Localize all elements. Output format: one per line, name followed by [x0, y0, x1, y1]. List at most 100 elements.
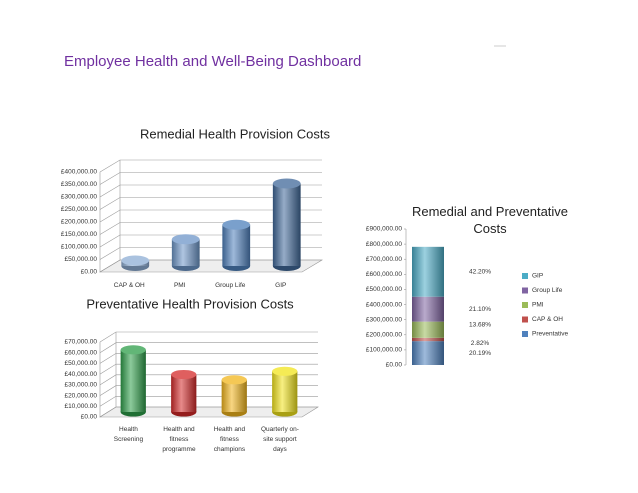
legend-swatch: [522, 302, 528, 308]
y-tick-label: £0.00: [81, 414, 98, 421]
y-tick-label: £400,000.00: [366, 301, 403, 308]
cylinder-bar: [221, 375, 247, 417]
y-tick-label: £50,000.00: [64, 360, 97, 367]
cylinder-bar: [222, 219, 251, 271]
stack-segment: [412, 341, 444, 365]
grid-line: [99, 184, 322, 198]
y-tick-label: £250,000.00: [61, 206, 98, 213]
y-tick-label: £50,000.00: [64, 256, 97, 263]
y-tick-label: £200,000.00: [61, 219, 98, 226]
stack-segment: [412, 337, 444, 342]
x-tick-label: Quarterly on-site support days: [261, 426, 299, 453]
y-tick-label: £200,000.00: [366, 331, 403, 338]
y-tick-label: £600,000.00: [366, 271, 403, 278]
legend-swatch: [522, 287, 528, 294]
cylinder-bar: [120, 345, 146, 417]
cylinder-body: [272, 371, 298, 412]
cylinder-bar: [171, 234, 200, 271]
cylinder-bar: [121, 255, 150, 271]
cylinder-top: [120, 345, 146, 355]
y-tick-label: £60,000.00: [64, 349, 97, 356]
grid-line: [99, 374, 318, 386]
legend-swatch: [522, 331, 528, 337]
chart-title: Remedial Health Provision Costs: [140, 126, 331, 141]
cylinder-bar: [272, 178, 301, 271]
x-tick-label: Health Screening: [114, 426, 144, 443]
y-tick-label: £100,000.00: [366, 347, 403, 354]
grid-line: [99, 353, 318, 364]
grid-line: [99, 395, 318, 407]
cylinder-top: [221, 375, 247, 385]
chart-title: Remedial and Preventative Costs: [412, 204, 568, 236]
y-tick-label: £700,000.00: [366, 256, 403, 263]
y-tick-label: £300,000.00: [61, 194, 98, 201]
legend-label: Group Life: [532, 287, 563, 294]
segment-annotation: 2.82%: [471, 340, 490, 347]
cylinder-body: [120, 349, 146, 412]
x-tick-label: Health and fitness champions: [214, 426, 246, 453]
y-tick-label: £900,000.00: [366, 226, 403, 233]
grid-line: [99, 159, 322, 173]
grid-line: [99, 234, 322, 248]
cylinder-top: [171, 234, 200, 245]
legend-label: CAP & OH: [532, 316, 563, 323]
segment-annotation: 13.68%: [469, 321, 491, 328]
grid-line: [99, 247, 322, 260]
y-tick-label: £30,000.00: [64, 382, 97, 389]
y-tick-label: £20,000.00: [64, 392, 97, 399]
y-tick-label: £400,000.00: [61, 169, 98, 176]
y-tick-label: £100,000.00: [61, 244, 98, 251]
cylinder-bar: [171, 369, 197, 417]
cylinder-body: [171, 374, 197, 412]
y-tick-label: £350,000.00: [61, 181, 98, 188]
stack-segment: [412, 321, 444, 338]
y-tick-label: £10,000.00: [64, 403, 97, 410]
y-tick-label: £500,000.00: [366, 286, 403, 293]
x-tick-label: PMI: [174, 282, 186, 289]
x-tick-label: GIP: [275, 282, 286, 289]
grid-line: [99, 342, 318, 353]
legend-label: GIP: [532, 273, 543, 280]
y-tick-label: £0.00: [81, 269, 98, 276]
legend-swatch: [522, 316, 528, 323]
y-tick-label: £40,000.00: [64, 371, 97, 378]
segment-annotation: 42.20%: [469, 268, 491, 275]
cylinder-top: [272, 178, 301, 189]
cylinder-body: [272, 183, 301, 266]
cylinder-body: [221, 379, 247, 412]
cylinder-top: [171, 369, 197, 380]
page-title: Employee Health and Well-Being Dashboard: [64, 53, 361, 70]
legend-label: Preventative: [532, 331, 569, 338]
segment-annotation: 20.19%: [469, 350, 491, 357]
cylinder-top: [222, 219, 251, 230]
grid-line: [99, 222, 322, 235]
legend-label: PMI: [532, 302, 544, 309]
y-tick-label: £150,000.00: [61, 231, 98, 238]
grid-line: [99, 385, 318, 396]
grid-line: [99, 406, 318, 418]
segment-annotation: 21.10%: [469, 306, 491, 313]
grid-line: [99, 197, 322, 210]
grid-line: [99, 172, 322, 185]
y-tick-label: £300,000.00: [366, 316, 403, 323]
legend-swatch: [522, 273, 528, 279]
grid-line: [99, 331, 318, 343]
y-tick-label: £70,000.00: [64, 339, 97, 346]
grid-line: [99, 363, 318, 375]
y-tick-label: £800,000.00: [366, 241, 403, 248]
grid-line: [99, 259, 322, 273]
cylinder-bar: [272, 366, 298, 417]
stack-segment: [412, 296, 444, 322]
cylinder-top: [272, 366, 298, 376]
y-tick-label: £0.00: [386, 362, 403, 369]
x-tick-label: Health and fitness programme: [162, 426, 196, 453]
grid-line: [99, 209, 322, 223]
x-tick-label: CAP & OH: [114, 282, 145, 289]
x-tick-label: Group Life: [215, 282, 246, 289]
chart-title: Preventative Health Provision Costs: [86, 296, 294, 311]
stack-segment: [412, 246, 444, 297]
cylinder-top: [121, 255, 150, 266]
cylinder-body: [222, 224, 251, 266]
